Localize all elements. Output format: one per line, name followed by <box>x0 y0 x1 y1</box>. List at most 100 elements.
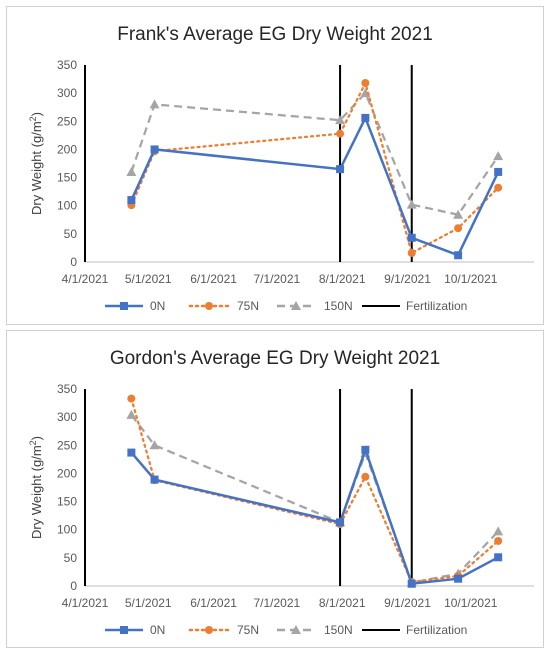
legend-marker <box>120 626 128 634</box>
x-tick-label: 4/1/2021 <box>62 596 109 610</box>
y-tick-label: 350 <box>57 58 77 72</box>
y-axis-label: Dry Weight (g/m2) <box>28 112 44 215</box>
data-point <box>127 448 136 457</box>
x-tick-label: 4/1/2021 <box>62 272 109 286</box>
series-0n <box>127 113 503 260</box>
data-point <box>127 394 136 403</box>
series-75n <box>127 79 503 257</box>
data-point <box>335 115 346 125</box>
series-150n <box>126 409 504 587</box>
series-line <box>130 79 500 255</box>
legend-item-fertilization: Fertilization <box>362 299 467 313</box>
data-point <box>494 553 503 562</box>
data-point <box>407 248 416 257</box>
data-point <box>454 574 463 583</box>
y-axis-label-close: ) <box>29 112 44 116</box>
data-point <box>361 113 370 122</box>
data-point <box>127 196 136 205</box>
x-tick-label: 10/1/2021 <box>444 272 498 286</box>
y-tick-label: 100 <box>57 523 77 537</box>
legend-marker <box>291 625 301 634</box>
series-line <box>130 414 500 584</box>
x-tick-label: 7/1/2021 <box>253 272 300 286</box>
y-tick-label: 250 <box>57 438 77 452</box>
data-point <box>361 472 370 481</box>
y-axis-label: Dry Weight (g/m2) <box>28 436 44 539</box>
legend-label: 0N <box>150 623 165 637</box>
x-tick-label: 8/1/2021 <box>319 272 366 286</box>
legend-label: 150N <box>324 623 353 637</box>
series-line <box>130 114 500 257</box>
chart-panel-frank: Frank's Average EG Dry Weight 2021 Dry We… <box>6 6 544 325</box>
legend-label: 0N <box>150 299 165 313</box>
legend-marker <box>205 302 213 310</box>
data-point <box>149 440 160 450</box>
legend-item-0n: 0N <box>105 623 165 637</box>
legend-label: 150N <box>324 299 353 313</box>
legend-item-0n: 0N <box>105 299 165 313</box>
data-point <box>336 129 345 138</box>
legend-item-150n: 150N <box>277 623 353 637</box>
series-line <box>130 445 499 586</box>
data-point <box>494 183 503 192</box>
x-tick-label: 5/1/2021 <box>125 272 172 286</box>
x-tick-label: 6/1/2021 <box>190 272 237 286</box>
data-point <box>336 518 345 527</box>
data-point <box>126 409 137 419</box>
y-tick-label: 150 <box>57 171 77 185</box>
y-tick-label: 150 <box>57 495 77 509</box>
chart-title: Gordon's Average EG Dry Weight 2021 <box>110 348 440 369</box>
x-tick-label: 9/1/2021 <box>384 272 431 286</box>
data-point <box>361 445 370 454</box>
series-75n <box>127 394 503 587</box>
series-0n <box>127 445 503 588</box>
y-tick-label: 100 <box>57 199 77 213</box>
y-tick-label: 350 <box>57 382 77 396</box>
data-point <box>126 166 137 176</box>
data-point <box>336 165 345 174</box>
y-axis-label-superscript: 2 <box>28 116 38 121</box>
x-tick-label: 8/1/2021 <box>319 596 366 610</box>
y-tick-label: 300 <box>57 410 77 424</box>
chart-title: Frank's Average EG Dry Weight 2021 <box>117 24 433 45</box>
legend-label: Fertilization <box>406 623 467 637</box>
data-point <box>454 251 463 260</box>
y-axis-label-superscript: 2 <box>28 440 38 445</box>
y-tick-label: 50 <box>64 551 78 565</box>
data-point <box>454 224 463 233</box>
data-point <box>406 199 417 209</box>
legend: 0N 75N 150N Fertilization <box>105 623 467 637</box>
chart-gordon-svg: Gordon's Average EG Dry Weight 2021 Dry W… <box>28 348 534 637</box>
x-tick-label: 9/1/2021 <box>384 596 431 610</box>
data-point <box>453 209 464 219</box>
data-point <box>361 79 370 88</box>
x-tick-label: 6/1/2021 <box>190 596 237 610</box>
y-tick-label: 300 <box>57 86 77 100</box>
data-point <box>149 99 160 109</box>
data-point <box>493 151 504 161</box>
y-tick-label: 0 <box>70 255 77 269</box>
y-axis-label-text: Dry Weight (g/m <box>29 445 44 539</box>
series-150n <box>126 88 504 219</box>
data-point <box>407 579 416 588</box>
legend-marker <box>291 301 301 310</box>
data-point <box>493 526 504 536</box>
series-line <box>130 397 500 584</box>
x-tick-label: 5/1/2021 <box>125 596 172 610</box>
y-tick-label: 0 <box>70 579 77 593</box>
y-axis-label-text: Dry Weight (g/m <box>29 121 44 215</box>
chart-frank-svg: Frank's Average EG Dry Weight 2021 Dry We… <box>28 24 534 313</box>
x-tick-label: 10/1/2021 <box>444 596 498 610</box>
legend-label: Fertilization <box>406 299 467 313</box>
data-point <box>494 536 503 545</box>
legend-item-150n: 150N <box>277 299 353 313</box>
y-tick-label: 200 <box>57 466 77 480</box>
y-tick-label: 250 <box>57 114 77 128</box>
x-tick-label: 7/1/2021 <box>253 596 300 610</box>
legend-label: 75N <box>237 299 259 313</box>
legend: 0N 75N 150N Fertilization <box>105 299 467 313</box>
y-axis-label-close: ) <box>29 436 44 440</box>
data-point <box>407 233 416 242</box>
data-point <box>494 167 503 176</box>
